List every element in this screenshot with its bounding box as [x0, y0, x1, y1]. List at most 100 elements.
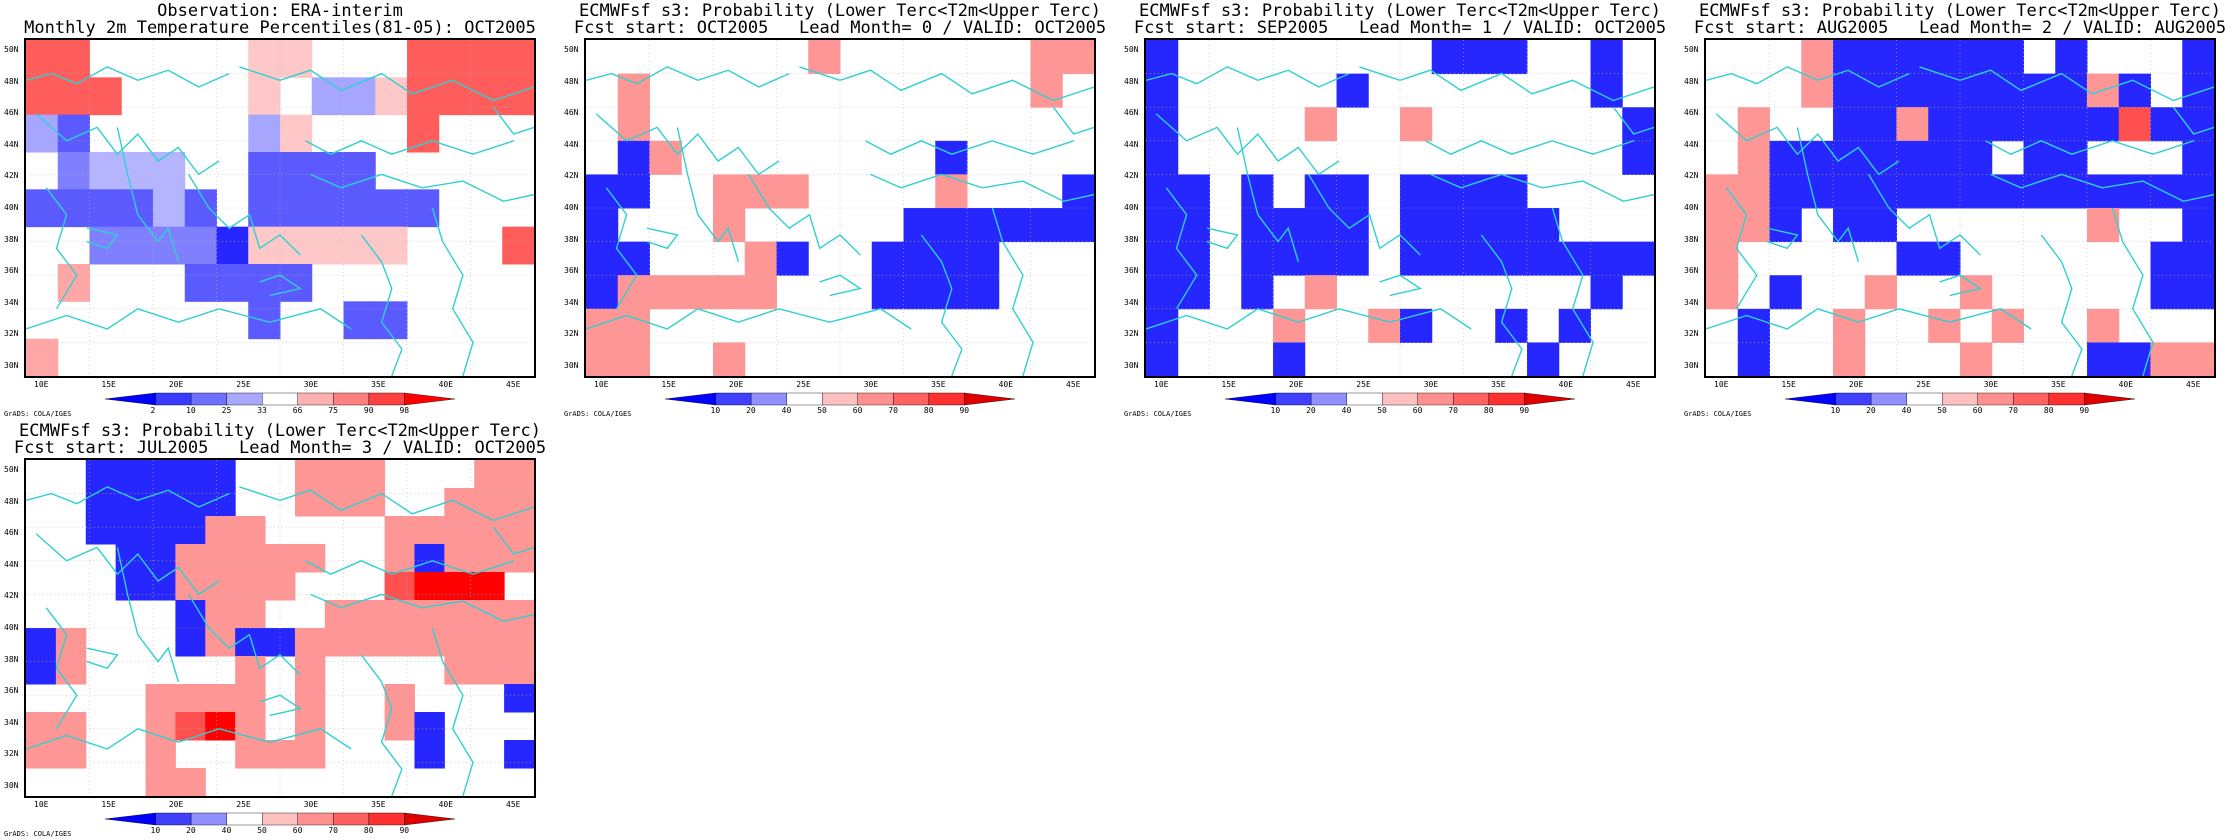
colorbar-swatch [2084, 392, 2135, 406]
y-tick-label: 34N [564, 297, 579, 307]
grid-cell [294, 656, 326, 685]
y-tick-label: 34N [1684, 297, 1699, 307]
grid-cell [235, 740, 266, 769]
x-tick-label: 40E [2118, 380, 2134, 389]
colorbar-label: 40 [781, 406, 792, 415]
grid-cell [504, 684, 534, 713]
grid-cell [2087, 308, 2120, 343]
x-tick-label: 10E [1154, 380, 1169, 389]
x-tick-label: 25E [236, 380, 251, 389]
grid-cell [2087, 174, 2120, 209]
coastline [259, 694, 303, 717]
x-tick-label: 45E [1626, 380, 1641, 389]
grid-cell [57, 152, 90, 190]
colorbar-swatch [155, 392, 192, 406]
map-panel-lead3: ECMWFsf s3: Probability (Lower Terc<T2m<… [0, 420, 560, 840]
y-tick-label: 44N [1124, 139, 1139, 149]
colorbar-label: 66 [292, 406, 303, 415]
coastline [492, 106, 534, 135]
grid-cell [354, 600, 386, 629]
coastline [431, 627, 474, 796]
coastline [26, 308, 352, 330]
colorbar-swatch [1453, 392, 1490, 406]
grid-cell [1241, 174, 1274, 209]
grid-cell [1463, 208, 1496, 243]
y-tick-label: 32N [1684, 329, 1699, 339]
coastline [1715, 113, 1900, 176]
map-plot-area [24, 458, 536, 798]
grid-cell [280, 264, 313, 302]
grid-cell [248, 40, 281, 78]
grid-cell [1495, 208, 1528, 243]
grid-cell [1801, 73, 1834, 108]
grid-cell [1896, 174, 1929, 209]
x-tick-label: 30E [1423, 380, 1439, 389]
grid-cell [145, 768, 176, 796]
grid-cell [438, 40, 471, 78]
grid-cell [444, 488, 475, 517]
coastline [2040, 234, 2083, 376]
y-tick-label: 36N [1684, 266, 1699, 276]
colorbar-swatch [333, 392, 370, 406]
grid-cell [2182, 174, 2214, 209]
grid-cell [384, 628, 415, 657]
grid-cell [89, 152, 122, 190]
colorbar-swatch [964, 392, 1015, 406]
grid-cell [808, 40, 841, 75]
colorbar-swatch [1977, 392, 2014, 406]
grid-cell [713, 208, 746, 243]
grid-cell [1769, 275, 1802, 310]
y-tick-label: 40N [1124, 203, 1139, 212]
coastline [1990, 173, 2214, 203]
grid-cell [205, 460, 236, 489]
map-title-line: ECMWFsf s3: Probability (Lower Terc<T2m<… [1699, 1, 2221, 21]
grid-cell [1833, 174, 1866, 209]
coastline [310, 593, 534, 623]
grid-cell [343, 77, 376, 116]
colorbar-swatch [786, 392, 823, 406]
colorbar-swatch [857, 392, 894, 406]
grid-cell [26, 740, 57, 769]
colorbar-label: 33 [257, 406, 267, 415]
colorbar-label: 80 [1483, 406, 1494, 415]
grid-cell [248, 114, 281, 153]
coastline [310, 173, 534, 203]
grid-cell [85, 516, 117, 545]
grid-cell [903, 275, 936, 310]
grid-cell [1495, 40, 1528, 75]
grid-cell [1062, 174, 1094, 209]
grid-cell [1833, 73, 1866, 108]
coastline [1206, 227, 1239, 250]
y-tick-label: 38N [1684, 234, 1699, 244]
coastline [1236, 127, 1300, 263]
map-title-line: Fcst start: AUG2005 Lead Month= 2 / VALI… [1693, 18, 2227, 38]
grid-cell [1928, 174, 1961, 209]
grid-cell [586, 241, 619, 276]
grid-cell [311, 77, 344, 116]
colorbar-label: 60 [1972, 406, 1983, 415]
grid-cell [145, 460, 176, 489]
x-tick-label: 10E [594, 380, 609, 389]
coastline [86, 227, 119, 250]
grid-cell [280, 40, 313, 78]
grid-cell [153, 152, 186, 190]
grid-cell [414, 544, 445, 573]
grid-cell [474, 516, 505, 545]
grid-cell [2023, 107, 2056, 142]
colorbar [1225, 392, 1575, 406]
grid-cell [294, 460, 326, 489]
coastline [586, 308, 912, 330]
grid-cell [1336, 208, 1369, 243]
grid-cell [414, 712, 445, 741]
y-tick-label: 50N [1684, 45, 1699, 54]
grid-cell [1400, 107, 1433, 142]
map-title-line: ECMWFsf s3: Probability (Lower Terc<T2m<… [579, 1, 1101, 21]
grid-cell [1304, 208, 1337, 243]
map-plot-area [1704, 38, 2216, 378]
grid-cell [1864, 40, 1897, 75]
grid-cell [1146, 140, 1179, 175]
colorbar-label: 50 [817, 406, 827, 415]
grid-cell [776, 174, 809, 209]
colorbar-swatch [1225, 392, 1276, 406]
colorbar-swatch [262, 812, 298, 826]
